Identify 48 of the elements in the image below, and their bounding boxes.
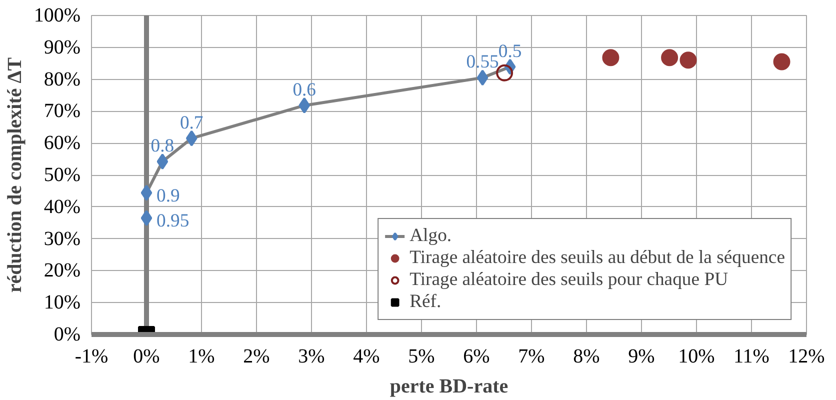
- annotation: 0.6: [292, 79, 316, 100]
- x-tick-label: 9%: [628, 346, 655, 368]
- x-tick-label: 1%: [188, 346, 215, 368]
- legend-label: Tirage aléatoire des seuils au début de la séquence: [410, 247, 785, 269]
- legend-label: Algo.: [410, 225, 452, 247]
- y-tick-label: 60%: [44, 132, 81, 154]
- x-tick-label: 2%: [243, 346, 270, 368]
- x-tick-label: 10%: [678, 346, 715, 368]
- y-tick-label: 20%: [44, 260, 81, 282]
- x-tick-label: 4%: [353, 346, 380, 368]
- point: [186, 130, 198, 146]
- point: [298, 97, 310, 114]
- annotation: 0.8: [150, 136, 174, 157]
- y-tick-label: 0%: [54, 324, 81, 346]
- y-tick-label: 40%: [44, 196, 81, 218]
- point: [773, 53, 790, 70]
- x-axis-title: perte BD-rate: [390, 376, 508, 398]
- x-tick-label: 6%: [463, 346, 490, 368]
- y-tick-label: 70%: [44, 100, 81, 122]
- annotation: 0.55: [466, 52, 499, 73]
- point: [476, 70, 488, 86]
- x-tick-label: 11%: [734, 346, 770, 368]
- annotation: 0.5: [498, 40, 522, 62]
- point: [602, 49, 620, 66]
- y-tick-label: 10%: [44, 292, 81, 314]
- x-tick-label: -1%: [74, 346, 108, 368]
- x-tick-label: 12%: [788, 346, 825, 368]
- y-tick-label: 90%: [44, 36, 81, 58]
- x-tick-label: 0%: [133, 346, 160, 368]
- x-tick-label: 3%: [298, 346, 325, 368]
- point: [661, 49, 678, 66]
- x-tick-label: 5%: [408, 346, 435, 368]
- x-tick-label: 7%: [518, 346, 545, 368]
- point: [156, 154, 168, 170]
- point: [680, 52, 697, 69]
- annotation: 0.9: [156, 185, 180, 206]
- y-tick-label: 30%: [44, 228, 81, 250]
- y-axis-title: réduction de complexité ΔT: [4, 56, 26, 293]
- point: [140, 184, 152, 201]
- y-tick-label: 80%: [44, 68, 81, 90]
- y-tick-label: 100%: [34, 4, 81, 26]
- x-tick-label: 8%: [573, 346, 600, 368]
- legend-label: Réf.: [410, 291, 442, 313]
- y-tick-label: 50%: [44, 164, 81, 186]
- legend-label: Tirage aléatoire des seuils pour chaque PU: [410, 269, 728, 291]
- point: [140, 210, 152, 226]
- annotation: 0.7: [180, 112, 204, 134]
- annotation: 0.95: [156, 210, 190, 232]
